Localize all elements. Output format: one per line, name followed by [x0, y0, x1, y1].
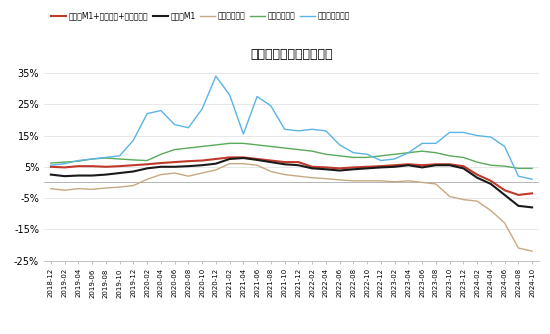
- Title: 货币和存款余额同比增速: 货币和存款余额同比增速: [250, 48, 333, 61]
- Legend: 旧口径M1+居民活期+支付备付金, 旧口径M1, 企业活期存款, 居民活期存款, 支付机构备付金: 旧口径M1+居民活期+支付备付金, 旧口径M1, 企业活期存款, 居民活期存款,…: [48, 9, 353, 24]
